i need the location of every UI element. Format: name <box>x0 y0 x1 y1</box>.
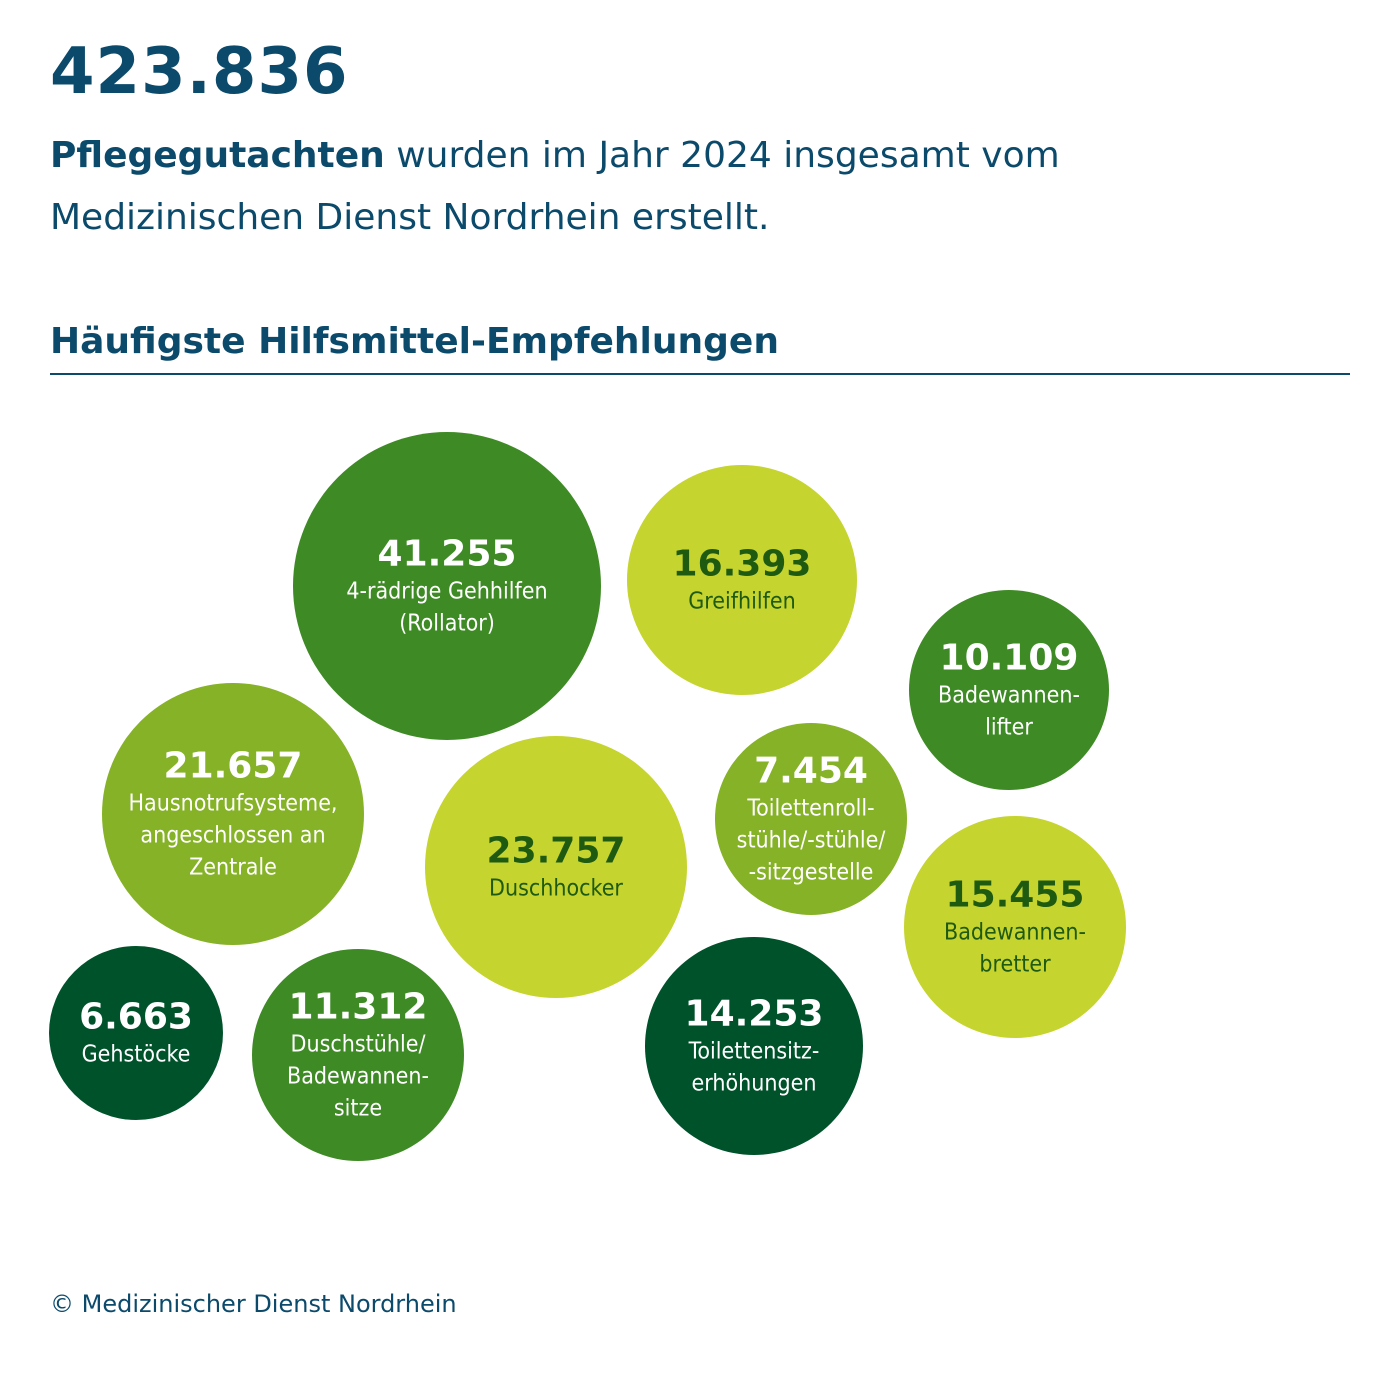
bubble-circle <box>904 816 1126 1038</box>
bubble-value: 11.312 <box>289 987 428 1028</box>
bubble-label: Duschstühle/ <box>291 1031 426 1057</box>
bubble-9: 14.253 Toilettensitz-erhöhungen <box>645 937 863 1155</box>
bubble-value: 21.657 <box>164 746 303 787</box>
bubble-2: 10.109 Badewannen-lifter <box>909 590 1109 790</box>
bubble-label: stühle/-stühle/ <box>737 827 886 853</box>
bubble-value: 6.663 <box>79 997 193 1038</box>
bubble-circle <box>627 465 857 695</box>
bubble-label: Badewannen- <box>287 1063 429 1089</box>
section-divider <box>50 373 1350 375</box>
headline-line2: Medizinischen Dienst Nordrhein erstellt. <box>50 197 770 238</box>
copyright-notice: © Medizinischer Dienst Nordrhein <box>50 1290 457 1318</box>
bubble-label: 4-rädrige Gehhilfen <box>346 578 547 604</box>
bubble-4: 23.757 Duschhocker <box>425 736 687 998</box>
bubble-circle <box>252 949 464 1161</box>
bubble-label: Toilettenroll- <box>746 795 874 821</box>
bubble-value: 15.455 <box>946 875 1085 916</box>
bubble-label: lifter <box>985 714 1033 740</box>
bubble-label: Hausnotrufsysteme, <box>128 790 337 816</box>
bubble-label: Badewannen- <box>944 919 1086 945</box>
bubble-3: 21.657 Hausnotrufsysteme, angeschlossen an… <box>102 683 364 945</box>
section-title: Häufigste Hilfsmittel-Empfehlungen <box>50 321 779 362</box>
bubble-circle <box>49 946 223 1120</box>
bubble-circle <box>909 590 1109 790</box>
bubble-value: 16.393 <box>673 544 812 585</box>
bubble-label: -sitzgestelle <box>749 859 874 885</box>
bubble-circle <box>293 432 601 740</box>
bubble-0: 41.255 4-rädrige Gehhilfen (Rollator) <box>293 432 601 740</box>
bubble-circle <box>102 683 364 945</box>
bubble-label: Duschhocker <box>489 875 623 901</box>
bubble-value: 10.109 <box>940 638 1079 679</box>
bubble-1: 16.393 Greifhilfen <box>627 465 857 695</box>
bubble-label: Badewannen- <box>938 682 1080 708</box>
headline: Pflegegutachten wurden im Jahr 2024 insg… <box>50 125 1250 249</box>
bubble-label: angeschlossen an <box>140 822 325 848</box>
bubble-6: 15.455 Badewannen-bretter <box>904 816 1126 1038</box>
bubble-label: erhöhungen <box>692 1070 817 1096</box>
bubble-label: Gehstöcke <box>82 1041 191 1067</box>
bubble-label: Toilettensitz- <box>688 1038 820 1064</box>
bubble-label: (Rollator) <box>399 610 495 636</box>
bubble-circle <box>425 736 687 998</box>
bubble-value: 14.253 <box>685 994 824 1035</box>
bubble-value: 23.757 <box>487 831 626 872</box>
bubble-label: bretter <box>979 951 1051 977</box>
bubble-value: 7.454 <box>754 751 868 792</box>
bubble-label: sitze <box>334 1095 382 1121</box>
bubble-5: 7.454 Toilettenroll-stühle/-stühle/ -sitzg… <box>715 723 907 915</box>
bubble-7: 6.663 Gehstöcke <box>49 946 223 1120</box>
bubble-8: 11.312 Duschstühle/Badewannen-sitze <box>252 949 464 1161</box>
headline-bold: Pflegegutachten <box>50 135 385 176</box>
bubble-label: Greifhilfen <box>688 588 796 614</box>
bubble-circle <box>715 723 907 915</box>
bubble-circle <box>645 937 863 1155</box>
total-assessments-value: 423.836 <box>50 35 349 109</box>
bubble-label: Zentrale <box>189 854 277 880</box>
bubble-value: 41.255 <box>378 534 517 575</box>
headline-line1-rest: wurden im Jahr 2024 insgesamt vom <box>384 135 1060 176</box>
